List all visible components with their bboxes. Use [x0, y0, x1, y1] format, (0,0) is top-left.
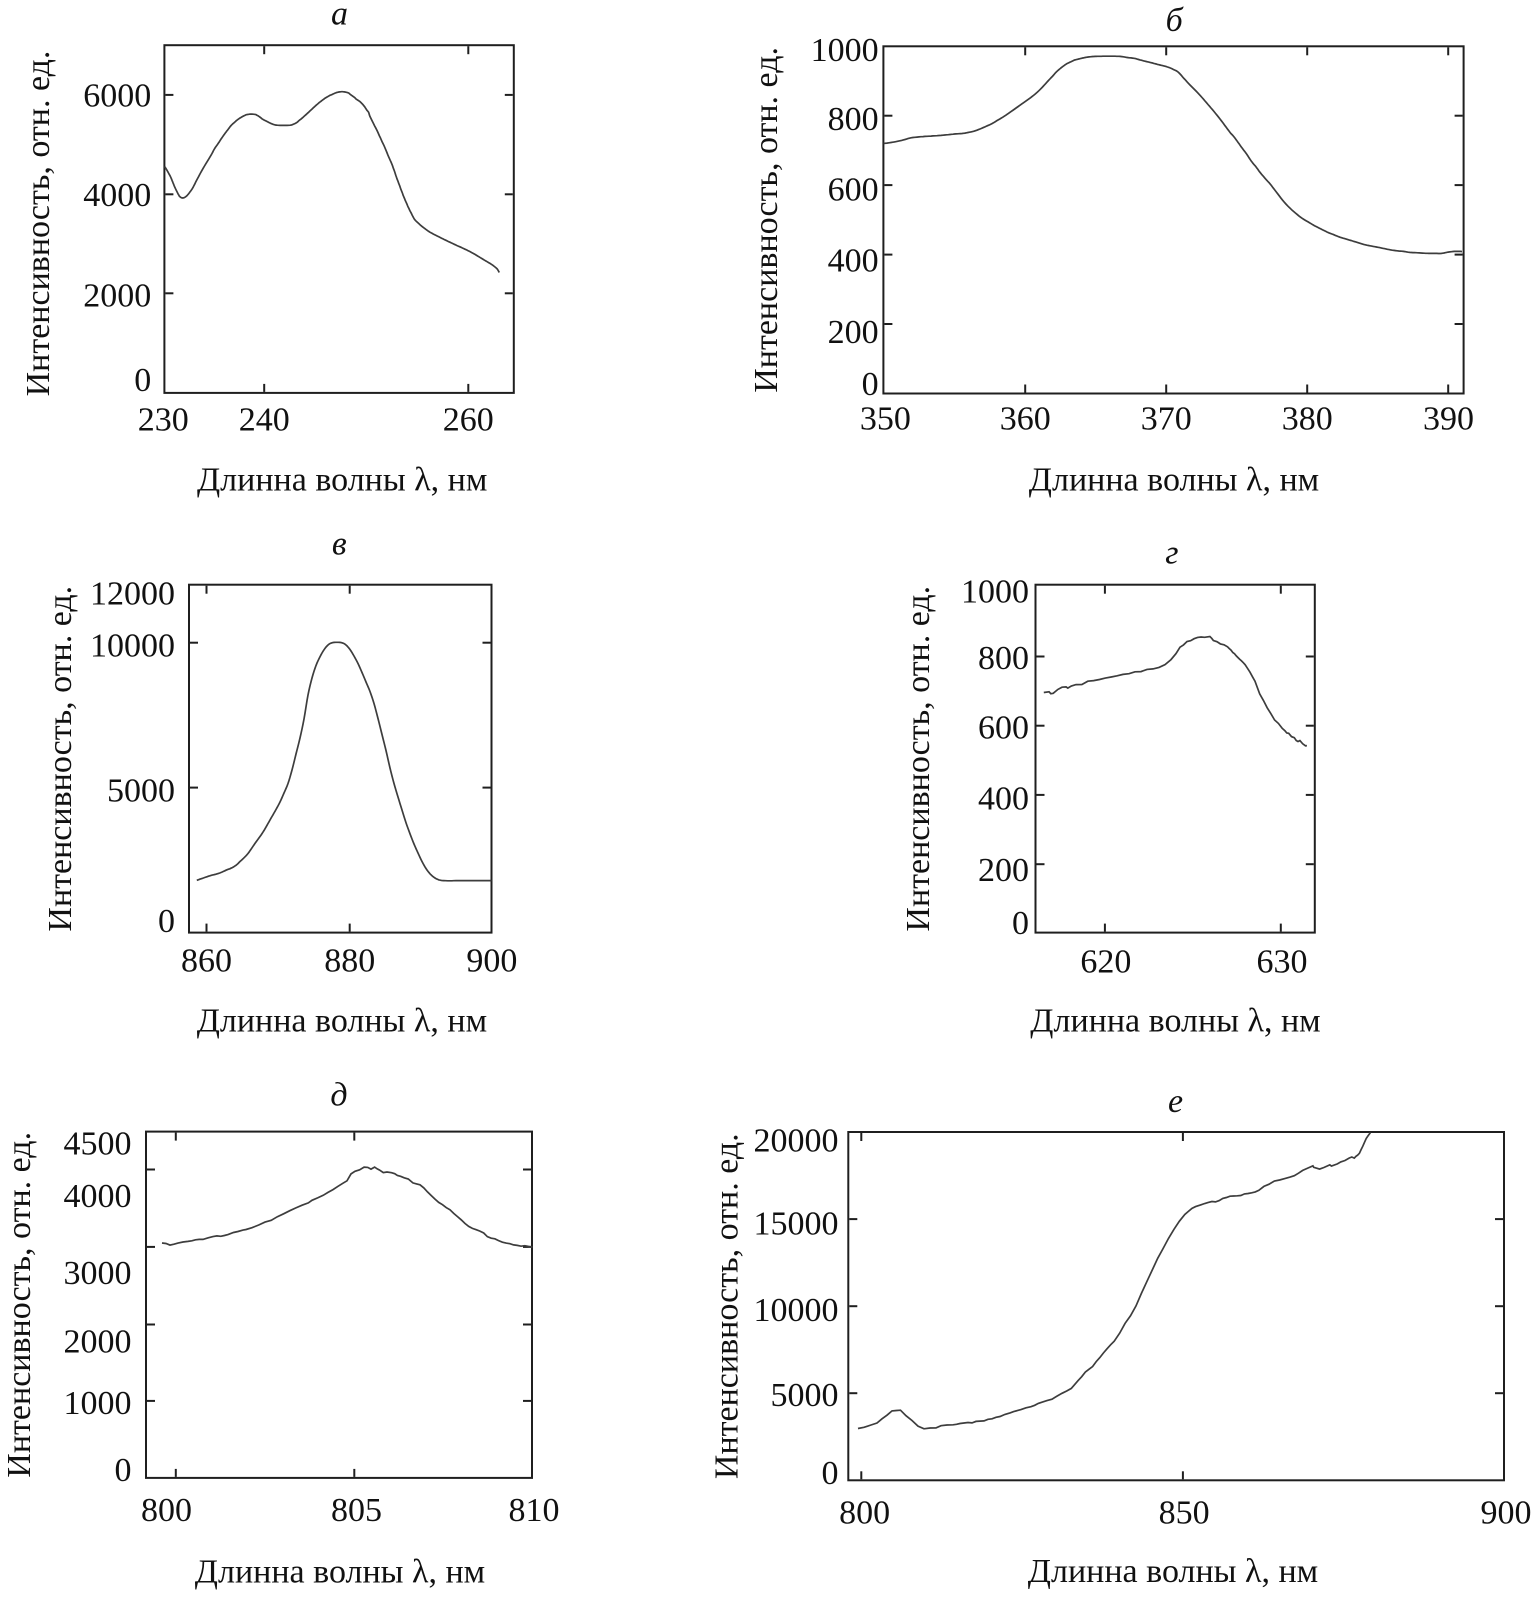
svg-text:е: е [1168, 1083, 1183, 1120]
svg-text:Длинна волны λ, нм: Длинна волны λ, нм [1028, 1553, 1318, 1590]
svg-text:600: 600 [828, 172, 879, 209]
svg-text:860: 860 [181, 942, 232, 979]
svg-text:15000: 15000 [754, 1206, 839, 1243]
svg-text:400: 400 [978, 781, 1029, 818]
svg-text:0: 0 [115, 1452, 132, 1489]
svg-text:3000: 3000 [64, 1255, 132, 1292]
svg-text:д: д [330, 1077, 347, 1114]
svg-text:в: в [332, 526, 347, 563]
svg-text:805: 805 [331, 1492, 382, 1529]
svg-text:1000: 1000 [64, 1385, 132, 1422]
svg-text:Интенсивность, отн. ед.: Интенсивность, отн. ед. [748, 47, 785, 393]
svg-text:390: 390 [1423, 401, 1474, 438]
svg-text:20000: 20000 [754, 1123, 839, 1160]
svg-text:б: б [1166, 2, 1185, 39]
svg-text:620: 620 [1080, 943, 1131, 980]
svg-text:12000: 12000 [90, 575, 175, 612]
svg-text:Длинна волны λ, нм: Длинна волны λ, нм [1029, 462, 1319, 499]
svg-text:900: 900 [1481, 1495, 1532, 1532]
svg-text:810: 810 [509, 1492, 560, 1529]
svg-text:0: 0 [822, 1455, 839, 1492]
svg-text:10000: 10000 [754, 1292, 839, 1329]
svg-text:6000: 6000 [83, 77, 151, 114]
svg-text:Длинна волны λ, нм: Длинна волны λ, нм [1030, 1003, 1320, 1040]
svg-text:900: 900 [466, 942, 517, 979]
svg-text:0: 0 [862, 366, 879, 403]
svg-text:800: 800 [839, 1495, 890, 1532]
svg-text:Длинна волны λ, нм: Длинна волны λ, нм [195, 1554, 485, 1591]
svg-text:380: 380 [1282, 401, 1333, 438]
svg-text:800: 800 [978, 640, 1029, 677]
svg-text:4500: 4500 [64, 1126, 132, 1163]
svg-text:800: 800 [828, 101, 879, 138]
svg-text:200: 200 [828, 314, 879, 351]
svg-text:240: 240 [239, 401, 290, 438]
svg-text:1000: 1000 [961, 573, 1029, 610]
svg-text:260: 260 [443, 401, 494, 438]
svg-text:360: 360 [1000, 401, 1051, 438]
svg-text:400: 400 [828, 242, 879, 279]
svg-text:Интенсивность, отн. ед.: Интенсивность, отн. ед. [42, 586, 79, 932]
svg-text:a: a [331, 0, 348, 33]
svg-text:370: 370 [1141, 401, 1192, 438]
svg-text:5000: 5000 [771, 1377, 839, 1414]
svg-text:10000: 10000 [90, 628, 175, 665]
svg-text:600: 600 [978, 710, 1029, 747]
svg-text:850: 850 [1159, 1495, 1210, 1532]
svg-text:0: 0 [158, 903, 175, 940]
svg-text:Интенсивность, отн. ед.: Интенсивность, отн. ед. [20, 51, 57, 397]
svg-text:Длинна волны λ, нм: Длинна волны λ, нм [197, 1003, 487, 1040]
svg-text:2000: 2000 [64, 1324, 132, 1361]
svg-text:230: 230 [138, 401, 189, 438]
svg-text:4000: 4000 [83, 177, 151, 214]
svg-text:5000: 5000 [107, 773, 175, 810]
svg-text:Интенсивность, отн. ед.: Интенсивность, отн. ед. [709, 1133, 746, 1479]
svg-text:0: 0 [134, 362, 151, 399]
svg-text:г: г [1165, 535, 1178, 572]
svg-text:1000: 1000 [811, 32, 879, 69]
svg-text:800: 800 [141, 1492, 192, 1529]
svg-text:Длинна волны λ, нм: Длинна волны λ, нм [197, 462, 487, 499]
svg-text:350: 350 [860, 401, 911, 438]
svg-text:200: 200 [978, 852, 1029, 889]
svg-text:2000: 2000 [83, 278, 151, 315]
svg-text:630: 630 [1257, 943, 1308, 980]
svg-text:880: 880 [324, 942, 375, 979]
svg-text:Интенсивность, отн. ед.: Интенсивность, отн. ед. [1, 1132, 38, 1478]
svg-text:0: 0 [1012, 905, 1029, 942]
svg-text:Интенсивность, отн. ед.: Интенсивность, отн. ед. [900, 586, 937, 932]
svg-text:4000: 4000 [64, 1178, 132, 1215]
